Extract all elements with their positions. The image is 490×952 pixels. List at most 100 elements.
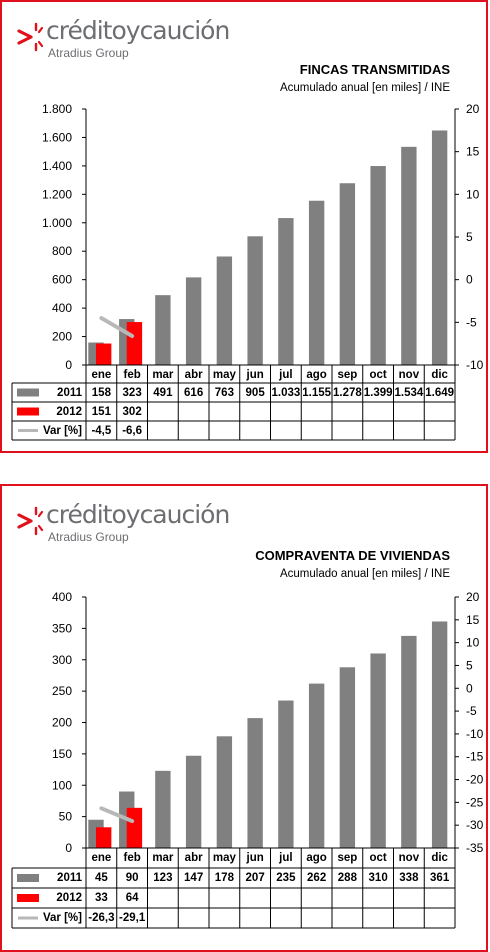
data-label-2011: 1.649 xyxy=(425,387,454,399)
y-left-tick-label: 800 xyxy=(52,244,72,258)
x-tick-label: abr xyxy=(185,852,203,864)
bar-2011-jun xyxy=(247,236,263,365)
legend-swatch-2011 xyxy=(17,874,39,882)
bar-2011-oct xyxy=(370,166,386,365)
bar-2011-nov xyxy=(401,146,417,365)
x-tick-label: dic xyxy=(431,852,448,864)
x-tick-label: jul xyxy=(278,852,292,864)
y-right-tick-label: -20 xyxy=(466,773,484,787)
chart-subtitle: Acumulado anual [en miles] / INE xyxy=(279,568,450,580)
chart-title: FINCAS TRANSMITIDAS xyxy=(299,62,450,77)
data-label-2012: 64 xyxy=(126,892,139,904)
bar-2011-may xyxy=(216,736,233,848)
bar-2011-dic xyxy=(431,130,448,365)
y-left-tick-label: 0 xyxy=(65,358,72,372)
var-line xyxy=(99,806,135,824)
x-tick-label: mar xyxy=(152,369,174,381)
bar-2011-sep xyxy=(339,183,356,365)
logo-mark-icon xyxy=(17,506,44,536)
y-right-tick-label: -30 xyxy=(466,818,484,832)
data-label-2011: 90 xyxy=(126,872,139,884)
var-line xyxy=(99,316,135,338)
bar-2012-feb xyxy=(126,807,143,848)
bar-2011-ago xyxy=(308,683,325,848)
x-tick-label: jul xyxy=(278,369,292,381)
y-left-tick-label: 1.600 xyxy=(42,130,72,144)
data-label-var: -4,5 xyxy=(91,425,111,437)
bar-2011-oct xyxy=(370,653,386,848)
x-tick-label: abr xyxy=(185,369,203,381)
x-tick-label: nov xyxy=(399,369,420,381)
data-label-2011: 338 xyxy=(399,872,419,884)
x-tick-label: mar xyxy=(152,852,174,864)
data-label-2011: 178 xyxy=(215,872,235,884)
data-label-2011: 323 xyxy=(123,387,142,399)
legend-label-var: Var [%] xyxy=(43,912,82,924)
legend-swatch-2012 xyxy=(17,407,39,416)
data-label-2011: 158 xyxy=(92,387,112,399)
data-label-2011: 1.534 xyxy=(394,387,423,399)
y-right-tick-label: 0 xyxy=(466,681,473,695)
legend-label-2012: 2012 xyxy=(56,406,82,418)
y-right-tick-label: -10 xyxy=(466,727,484,741)
y-right-tick-label: -5 xyxy=(466,315,477,329)
bar-2011-jul xyxy=(278,218,294,365)
y-right-tick-label: 0 xyxy=(466,273,473,287)
chart-fincas-transmitidas: 02004006008001.0001.2001.4001.6001.800-1… xyxy=(11,102,484,441)
y-left-tick-label: 250 xyxy=(52,684,72,698)
logo-mark-icon xyxy=(17,22,44,52)
bar-2011-jun xyxy=(247,718,263,848)
data-label-2011: 310 xyxy=(369,872,388,884)
bar-2012-feb xyxy=(126,322,143,365)
data-label-var: -29,1 xyxy=(119,912,146,924)
y-right-tick-label: -15 xyxy=(466,750,484,764)
y-left-tick-label: 200 xyxy=(52,716,72,730)
bar-2011-jul xyxy=(278,700,294,848)
y-right-tick-label: 15 xyxy=(466,145,480,159)
x-tick-label: sep xyxy=(337,852,357,864)
x-tick-label: ago xyxy=(306,369,326,381)
chart-compraventa-viviendas: 050100150200250300350400-35-30-25-20-15-… xyxy=(11,590,484,929)
data-label-var: -6,6 xyxy=(122,425,142,437)
x-tick-label: ene xyxy=(91,369,111,381)
chart-panel-fincas: créditoycaución Atradius Group FINCAS TR… xyxy=(0,0,488,453)
legend-label-var: Var [%] xyxy=(43,425,82,437)
data-label-2011: 361 xyxy=(430,872,450,884)
y-right-tick-label: -35 xyxy=(466,841,484,855)
bar-2011-ago xyxy=(308,200,325,365)
x-tick-label: ene xyxy=(91,852,111,864)
logo-group-name: Atradius Group xyxy=(48,530,129,544)
x-tick-label: oct xyxy=(370,369,387,381)
y-right-tick-label: -10 xyxy=(466,358,484,372)
data-label-2011: 123 xyxy=(153,872,172,884)
y-left-tick-label: 1.400 xyxy=(42,159,72,173)
y-right-tick-label: 20 xyxy=(466,102,480,116)
y-left-tick-label: 1.800 xyxy=(42,102,72,116)
y-left-tick-label: 400 xyxy=(52,301,72,315)
data-label-2012: 151 xyxy=(92,406,112,418)
logo-wordmark: créditoycaución xyxy=(46,16,230,45)
y-left-tick-label: 1.000 xyxy=(42,216,72,230)
y-right-tick-label: 15 xyxy=(466,613,480,627)
logo-wordmark: créditoycaución xyxy=(46,500,230,529)
chart-panel-compraventa: créditoycaución Atradius Group COMPRAVEN… xyxy=(0,484,488,952)
data-label-2011: 763 xyxy=(215,387,234,399)
legend-label-2012: 2012 xyxy=(56,892,82,904)
y-left-tick-label: 1.200 xyxy=(42,187,72,201)
x-tick-label: feb xyxy=(124,369,141,381)
x-tick-label: sep xyxy=(337,369,357,381)
x-tick-label: jun xyxy=(246,852,264,864)
data-label-2011: 1.155 xyxy=(302,387,331,399)
bar-2011-mar xyxy=(155,770,171,848)
x-tick-label: may xyxy=(213,852,237,864)
data-label-2011: 288 xyxy=(338,872,358,884)
bar-2011-sep xyxy=(339,667,356,848)
legend-swatch-2012 xyxy=(17,894,39,902)
bar-2011-abr xyxy=(185,755,202,848)
y-right-tick-label: 5 xyxy=(466,230,473,244)
y-right-tick-label: 5 xyxy=(466,658,473,672)
y-left-tick-label: 200 xyxy=(52,330,72,344)
data-label-2011: 45 xyxy=(95,872,108,884)
legend-label-2011: 2011 xyxy=(57,872,83,884)
data-label-2011: 616 xyxy=(184,387,203,399)
